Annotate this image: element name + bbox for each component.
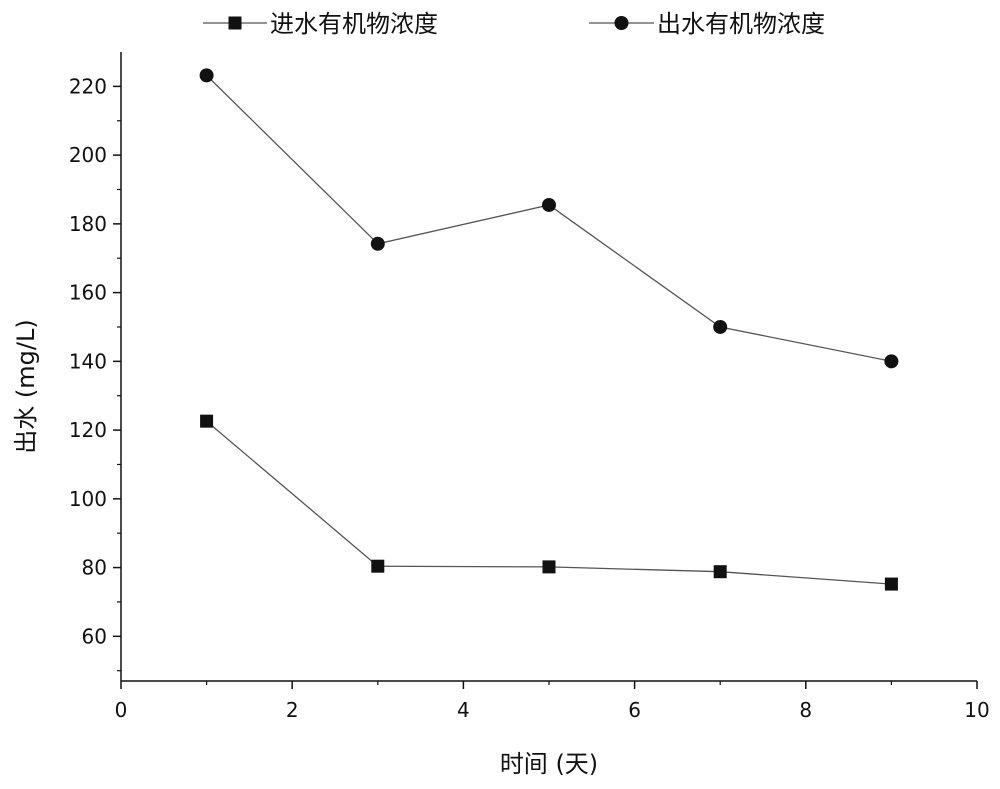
x-tick-label: 8 xyxy=(799,698,812,722)
x-tick-label: 0 xyxy=(115,698,128,722)
legend-swatch-marker xyxy=(614,16,629,30)
legend-label: 进水有机物浓度 xyxy=(270,10,438,38)
x-tick-label: 4 xyxy=(457,698,470,722)
series-2-point xyxy=(370,236,385,251)
series-1-point xyxy=(200,414,214,428)
axes: 0 2 4 6 8 10 60 80 100 120 140 160 180 200 220 xyxy=(69,52,990,722)
series-2-point xyxy=(884,354,899,369)
legend-label: 出水有机物浓度 xyxy=(657,10,825,38)
y-tick-label: 120 xyxy=(69,418,107,442)
y-tick-label: 80 xyxy=(82,556,107,580)
x-tick-label: 6 xyxy=(628,698,641,722)
y-axis-title: 出水 (mg/L) xyxy=(12,319,40,453)
series-2-line xyxy=(206,74,892,362)
series-1-point xyxy=(713,565,727,579)
y-tick-label: 200 xyxy=(69,143,107,167)
y-tick-label: 220 xyxy=(69,74,107,98)
y-tick-label: 180 xyxy=(69,212,107,236)
y-tick-label: 140 xyxy=(69,349,107,373)
legend: 进水有机物浓度 出水有机物浓度 xyxy=(203,10,825,38)
y-tick-label: 160 xyxy=(69,281,107,305)
y-tick-label: 60 xyxy=(82,624,107,648)
series-layer xyxy=(199,68,899,591)
series-1-point xyxy=(884,577,898,591)
x-tick-label: 10 xyxy=(964,698,989,722)
y-tick-label: 100 xyxy=(69,487,107,511)
legend-item-1: 进水有机物浓度 xyxy=(203,10,438,38)
series-1 xyxy=(200,414,898,591)
x-axis-title: 时间 (天) xyxy=(500,750,598,778)
legend-swatch-marker xyxy=(228,16,242,30)
series-1-point xyxy=(542,560,556,574)
series-1-point xyxy=(371,559,385,573)
series-2-point xyxy=(542,197,556,212)
x-tick-label: 2 xyxy=(286,698,299,722)
legend-item-2: 出水有机物浓度 xyxy=(589,10,825,38)
series-2-point xyxy=(199,68,214,83)
series-2-point xyxy=(713,319,728,334)
series-2 xyxy=(199,68,899,369)
series-1-line xyxy=(206,420,892,585)
